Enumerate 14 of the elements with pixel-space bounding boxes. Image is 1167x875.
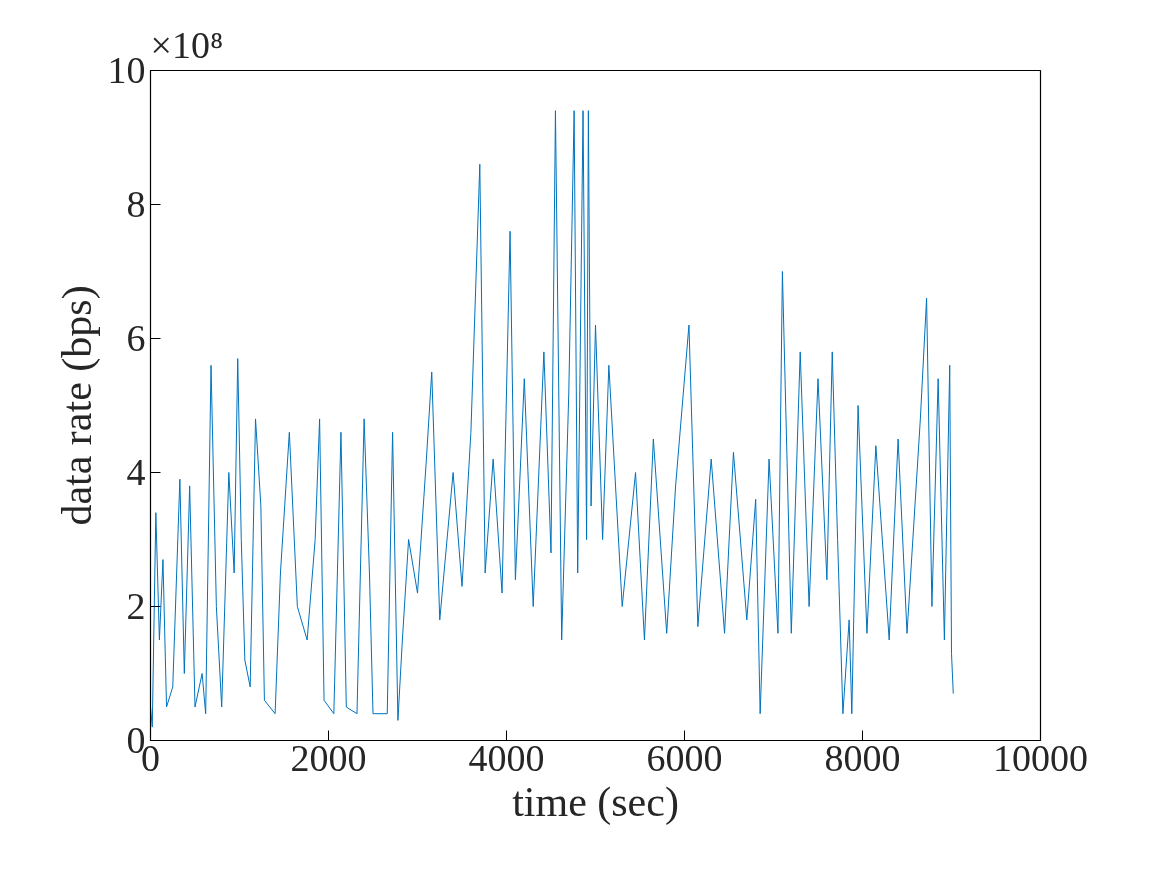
y-tick-label: 2 — [126, 585, 146, 627]
x-tick-label: 6000 — [646, 736, 723, 779]
y-tick-label: 6 — [126, 317, 146, 359]
y-axis-title: data rate (bps) — [53, 285, 101, 526]
x-tick-label: 4000 — [468, 736, 545, 779]
text: ×10⁸ — [150, 23, 224, 66]
line-series — [150, 110, 954, 728]
y-tick-label: 8 — [126, 183, 146, 225]
x-tick-label: 10000 — [993, 736, 1088, 779]
y-tick-label: 10 — [107, 49, 146, 91]
x-tick-label: 2000 — [290, 736, 367, 779]
x-axis-title: time (sec) — [512, 778, 679, 826]
y-tick-label: 4 — [126, 451, 146, 493]
x-tick-label: 8000 — [824, 736, 901, 779]
